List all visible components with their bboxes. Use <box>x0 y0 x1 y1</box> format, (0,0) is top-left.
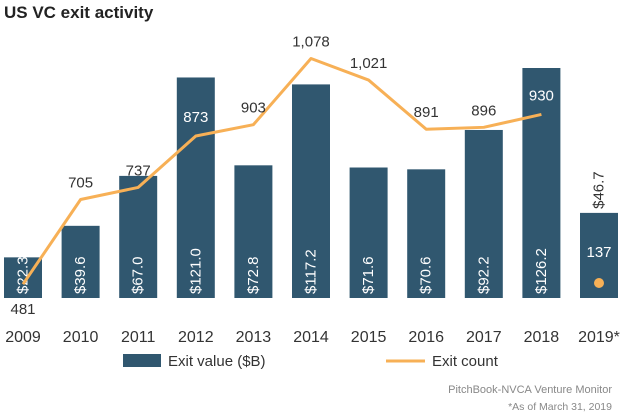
bar-value-label: $126.2 <box>533 248 550 294</box>
bar-exit-value <box>119 175 158 298</box>
bar-value-label: $22.3 <box>15 256 32 294</box>
exit-count-label: 930 <box>529 87 554 104</box>
exit-count-label: 891 <box>414 104 439 121</box>
bar-exit-value <box>292 84 330 299</box>
footnote: *As of March 31, 2019 <box>508 401 612 413</box>
exit-count-point <box>594 278 604 288</box>
bar-value-label: $72.8 <box>245 256 262 294</box>
x-tick-label: 2012 <box>178 329 214 346</box>
bar-value-label: $46.7 <box>591 171 608 209</box>
chart-title: US VC exit activity <box>4 3 154 22</box>
bar-exit-value <box>464 129 503 298</box>
x-tick-label: 2017 <box>466 329 502 346</box>
bar-exit-value <box>234 165 273 298</box>
x-tick-label: 2019* <box>578 329 620 346</box>
exit-count-label: 737 <box>126 162 151 179</box>
exit-count-label: 1,021 <box>350 55 388 72</box>
x-tick-label: 2018 <box>524 329 560 346</box>
exit-count-label: 873 <box>183 109 208 126</box>
bar-exit-value <box>61 225 100 298</box>
bar-value-label: $71.6 <box>360 256 377 294</box>
bar-value-label: $39.6 <box>72 256 89 294</box>
exit-count-label: 481 <box>10 301 35 318</box>
exit-count-label: 903 <box>241 100 266 117</box>
x-tick-label: 2015 <box>351 329 387 346</box>
x-tick-label: 2010 <box>63 329 99 346</box>
x-tick-label: 2016 <box>408 329 444 346</box>
x-tick-label: 2014 <box>293 329 329 346</box>
exit-count-label: 705 <box>68 175 93 192</box>
source-note: PitchBook-NVCA Venture Monitor <box>448 384 612 396</box>
legend-label-exit-value: Exit value ($B) <box>168 353 266 370</box>
bar-exit-value <box>522 68 561 298</box>
x-tick-label: 2013 <box>236 329 272 346</box>
bar-value-label: $67.0 <box>130 256 147 294</box>
bar-exit-value <box>349 167 388 298</box>
bar-exit-value <box>407 169 446 298</box>
bar-value-label: $92.2 <box>475 256 492 294</box>
chart-legend: Exit value ($B) Exit count <box>123 353 499 370</box>
legend-swatch-exit-value <box>123 354 161 367</box>
exit-count-line <box>21 57 542 286</box>
bar-value-label: $70.6 <box>418 256 435 294</box>
bar-exit-value <box>176 77 215 298</box>
bar-value-label: $121.0 <box>187 248 204 294</box>
exit-count-label: 1,078 <box>292 34 330 51</box>
exit-count-label: 896 <box>471 102 496 119</box>
exit-count-label: 137 <box>586 244 611 261</box>
bar-value-label: $117.2 <box>303 249 320 294</box>
legend-label-exit-count: Exit count <box>432 353 499 370</box>
x-tick-label: 2009 <box>5 329 41 346</box>
x-tick-label: 2011 <box>121 329 156 346</box>
